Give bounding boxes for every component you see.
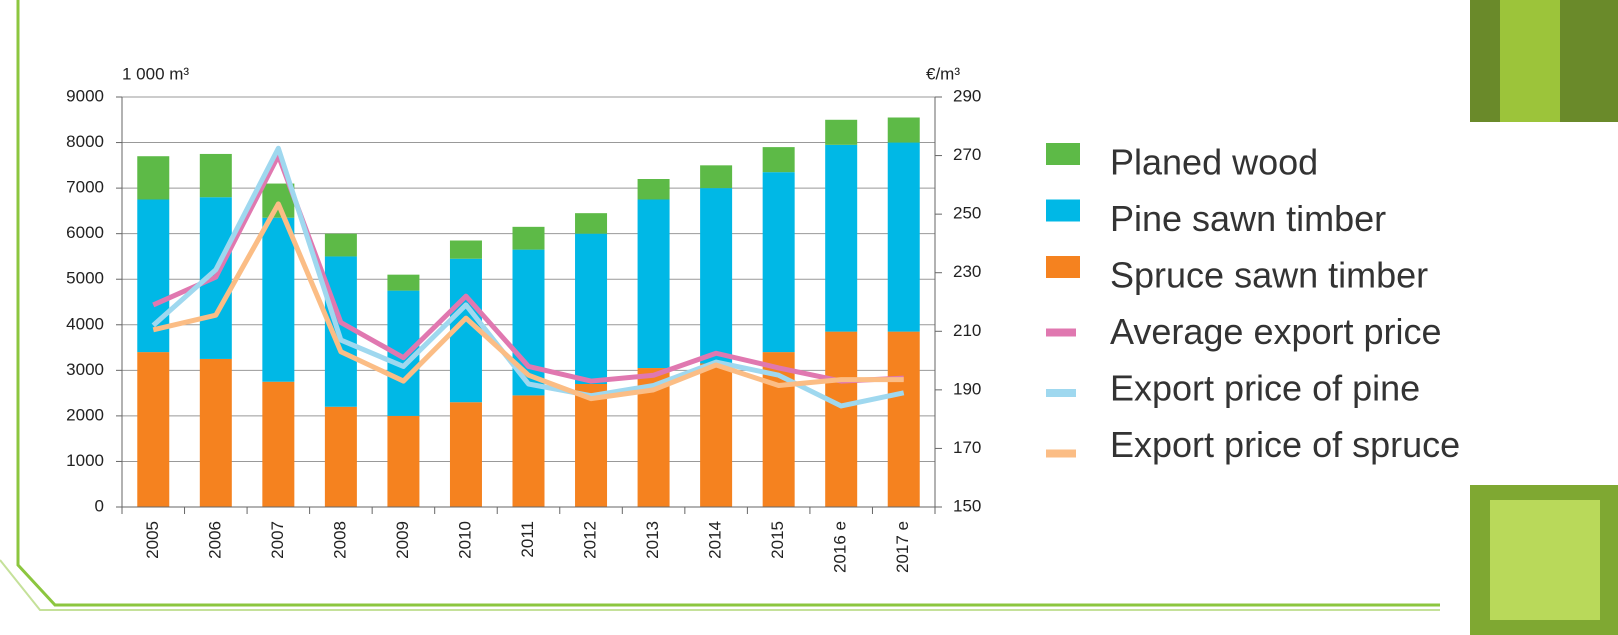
y2-tick-label: 250 [953,204,981,223]
legend-label: Planed wood [1110,142,1318,183]
bar-segment [887,142,920,332]
x-tick-label: 2017 e [893,521,912,573]
price-line [151,145,905,409]
x-tick-label: 2008 [330,521,349,559]
bar-segment [700,188,733,364]
legend-swatch [1046,199,1080,222]
bar-segment [387,274,420,291]
x-tick-label: 2015 [768,521,787,559]
legend-swatch [1046,328,1076,337]
bar-segment [262,381,295,507]
x-tick-label: 2006 [205,521,224,559]
bar-segment [324,233,357,257]
y2-tick-label: 290 [953,86,981,105]
bar-segment [887,117,920,143]
legend-swatch [1046,143,1080,165]
bar-segment [700,165,733,189]
y2-tick-label: 170 [953,438,981,457]
y-tick-label: 8000 [66,132,104,151]
bar-segment [762,147,795,173]
legend-label: Export price of spruce [1110,424,1460,465]
bar-segment [137,156,170,200]
bar-segment [825,119,858,145]
bar-segment [575,233,608,384]
bar-segment [575,213,608,234]
x-tick-label: 2012 [581,521,600,559]
x-tick-label: 2009 [393,521,412,559]
frame [16,0,1440,607]
bar-segment [512,226,545,250]
y2-tick-label: 190 [953,379,981,398]
bar-segment [825,331,858,507]
y-tick-label: 9000 [66,86,104,105]
bar-segment [449,402,482,507]
legend-label: Average export price [1110,311,1442,352]
bar-segment [199,153,232,198]
y-axis-label: 1 000 m³ [122,64,189,83]
photo [1490,500,1600,620]
bar-segment [137,352,170,507]
bar-segment [575,384,608,507]
legend-label: Pine sawn timber [1110,198,1386,239]
y-tick-label: 4000 [66,314,104,333]
photo [1500,0,1560,122]
bar-segment [825,144,858,332]
x-tick-label: 2007 [268,521,287,559]
x-tick-label: 2010 [455,521,474,559]
legend-label: Spruce sawn timber [1110,255,1428,296]
bar-segment [262,217,295,382]
y-tick-label: 7000 [66,178,104,197]
x-tick-label: 2014 [706,521,725,559]
x-tick-label: 2011 [518,521,537,558]
legend-swatch [1046,449,1076,458]
y-tick-label: 6000 [66,223,104,242]
bar-segment [387,415,420,507]
bar-segment [637,179,670,200]
x-tick-label: 2013 [643,521,662,559]
frame [0,559,1440,611]
y2-tick-label: 230 [953,262,981,281]
bar-segment [762,172,795,353]
y-tick-label: 3000 [66,360,104,379]
bar-segment [637,199,670,369]
bar-segment [199,358,232,507]
price-line [152,201,904,402]
y2-axis-label: €/m³ [926,64,960,83]
y2-tick-label: 270 [953,145,981,164]
bar-segment [887,331,920,507]
bar-segment [324,406,357,507]
y-tick-label: 1000 [66,451,104,470]
legend-swatch [1046,389,1076,397]
y2-tick-label: 210 [953,321,981,340]
legend-swatch [1046,256,1080,278]
y-tick-label: 5000 [66,269,104,288]
x-tick-label: 2005 [143,521,162,559]
bar-segment [449,240,482,259]
y-tick-label: 0 [95,496,104,515]
y2-tick-label: 150 [953,496,981,515]
x-tick-label: 2016 e [831,521,850,573]
y-tick-label: 2000 [66,405,104,424]
legend-label: Export price of pine [1110,368,1420,409]
bar-segment [700,363,733,507]
bar-segment [512,395,545,507]
